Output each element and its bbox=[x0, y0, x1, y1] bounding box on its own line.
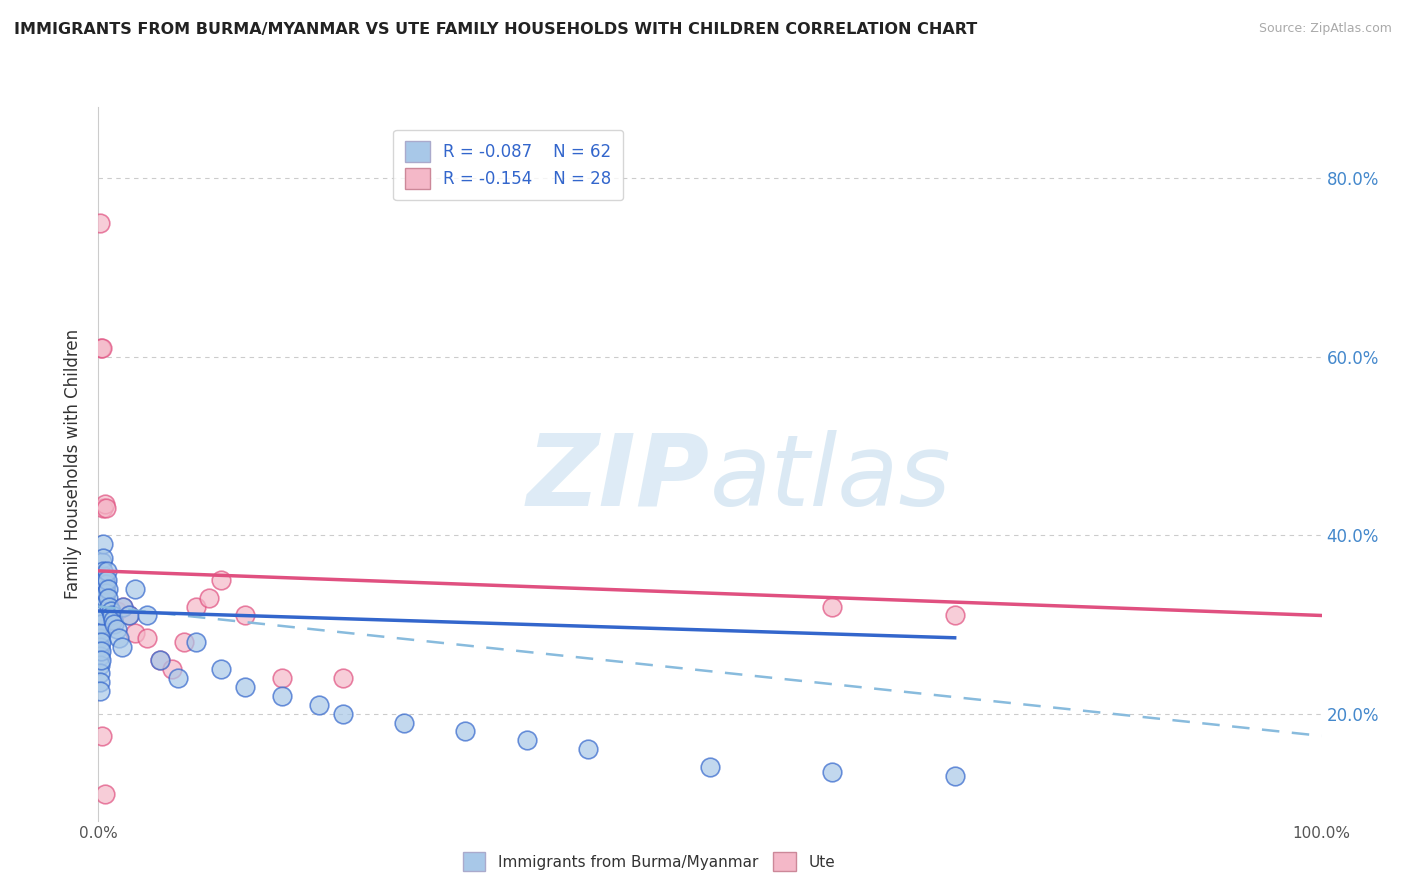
Point bbox=[91, 577, 114, 591]
Point bbox=[93, 787, 115, 801]
Point bbox=[160, 662, 183, 676]
Point bbox=[91, 555, 114, 569]
Point bbox=[111, 599, 134, 614]
Point bbox=[943, 608, 966, 623]
Point bbox=[90, 617, 112, 632]
Point bbox=[91, 501, 114, 516]
Point bbox=[111, 599, 134, 614]
Y-axis label: Family Households with Children: Family Households with Children bbox=[65, 329, 83, 599]
Point bbox=[124, 582, 146, 596]
Point bbox=[101, 613, 124, 627]
Point bbox=[576, 742, 599, 756]
Point bbox=[89, 684, 111, 698]
Point bbox=[93, 573, 115, 587]
Point bbox=[943, 769, 966, 783]
Point bbox=[89, 657, 111, 672]
Point bbox=[89, 631, 111, 645]
Point bbox=[94, 577, 117, 591]
Point bbox=[89, 613, 111, 627]
Point bbox=[89, 622, 111, 636]
Point bbox=[97, 617, 120, 632]
Point bbox=[209, 662, 232, 676]
Point bbox=[91, 729, 114, 743]
Point bbox=[105, 604, 128, 618]
Point bbox=[101, 613, 124, 627]
Point bbox=[209, 573, 232, 587]
Point bbox=[97, 582, 120, 596]
Point bbox=[167, 671, 190, 685]
Point bbox=[93, 582, 115, 596]
Point bbox=[96, 573, 118, 587]
Legend: Immigrants from Burma/Myanmar, Ute: Immigrants from Burma/Myanmar, Ute bbox=[457, 847, 841, 877]
Text: Source: ZipAtlas.com: Source: ZipAtlas.com bbox=[1258, 22, 1392, 36]
Point bbox=[90, 635, 112, 649]
Point bbox=[233, 680, 256, 694]
Point bbox=[149, 653, 172, 667]
Point bbox=[89, 675, 111, 690]
Point bbox=[105, 622, 128, 636]
Point bbox=[186, 635, 208, 649]
Point bbox=[136, 631, 159, 645]
Point bbox=[699, 760, 721, 774]
Point bbox=[197, 591, 219, 605]
Point bbox=[91, 564, 114, 578]
Point bbox=[90, 626, 112, 640]
Point bbox=[173, 635, 195, 649]
Point bbox=[111, 640, 134, 654]
Point bbox=[91, 550, 114, 565]
Point bbox=[308, 698, 330, 712]
Point bbox=[93, 591, 115, 605]
Point bbox=[89, 666, 111, 681]
Point bbox=[233, 608, 256, 623]
Point bbox=[91, 568, 114, 582]
Point bbox=[186, 599, 208, 614]
Point bbox=[96, 617, 118, 632]
Point bbox=[94, 586, 117, 600]
Point bbox=[332, 671, 354, 685]
Point bbox=[90, 341, 112, 355]
Point bbox=[515, 733, 537, 747]
Point bbox=[91, 608, 114, 623]
Point bbox=[98, 599, 121, 614]
Point bbox=[90, 653, 112, 667]
Point bbox=[89, 608, 111, 623]
Text: IMMIGRANTS FROM BURMA/MYANMAR VS UTE FAMILY HOUSEHOLDS WITH CHILDREN CORRELATION: IMMIGRANTS FROM BURMA/MYANMAR VS UTE FAM… bbox=[14, 22, 977, 37]
Point bbox=[97, 591, 120, 605]
Point bbox=[821, 599, 844, 614]
Point bbox=[124, 626, 146, 640]
Point bbox=[90, 644, 112, 658]
Text: ZIP: ZIP bbox=[527, 430, 710, 526]
Point bbox=[91, 341, 114, 355]
Point bbox=[89, 648, 111, 663]
Point bbox=[103, 617, 125, 632]
Point bbox=[90, 608, 112, 623]
Point bbox=[89, 216, 111, 230]
Point bbox=[94, 501, 117, 516]
Point bbox=[96, 564, 118, 578]
Point bbox=[270, 671, 294, 685]
Point bbox=[100, 604, 122, 618]
Point bbox=[118, 608, 141, 623]
Point bbox=[821, 764, 844, 779]
Point bbox=[93, 497, 115, 511]
Point bbox=[454, 724, 477, 739]
Point bbox=[101, 608, 124, 623]
Point bbox=[91, 595, 114, 609]
Point bbox=[91, 537, 114, 551]
Point bbox=[332, 706, 354, 721]
Point bbox=[118, 608, 141, 623]
Point bbox=[100, 613, 122, 627]
Text: atlas: atlas bbox=[710, 430, 952, 526]
Point bbox=[91, 582, 114, 596]
Point bbox=[108, 631, 131, 645]
Point bbox=[392, 715, 416, 730]
Point bbox=[90, 599, 112, 614]
Point bbox=[270, 689, 294, 703]
Point bbox=[136, 608, 159, 623]
Point bbox=[89, 640, 111, 654]
Point bbox=[149, 653, 172, 667]
